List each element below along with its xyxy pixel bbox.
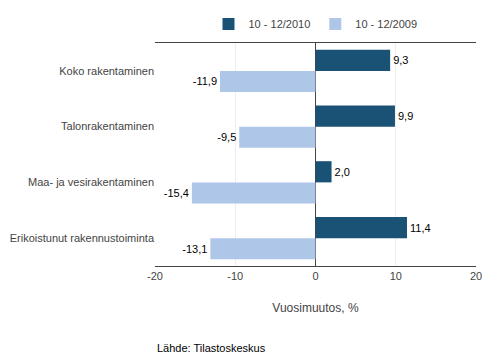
svg-text:9,9: 9,9 [398,110,413,122]
svg-text:Maa- ja vesirakentaminen: Maa- ja vesirakentaminen [28,176,154,188]
svg-text:-9,5: -9,5 [217,131,236,143]
svg-text:11,4: 11,4 [410,222,431,234]
svg-text:-20: -20 [147,270,163,282]
svg-text:-15,4: -15,4 [164,187,189,199]
svg-text:-13,1: -13,1 [182,243,207,255]
svg-text:-11,9: -11,9 [193,75,217,87]
svg-text:Vuosimuutos, %: Vuosimuutos, % [272,301,359,315]
svg-text:Koko rakentaminen: Koko rakentaminen [59,65,154,77]
svg-text:10 - 12/2009: 10 - 12/2009 [355,18,417,30]
svg-text:10: 10 [390,270,402,282]
svg-text:Talonrakentaminen: Talonrakentaminen [61,120,154,132]
svg-text:Erikoistunut rakennustoiminta: Erikoistunut rakennustoiminta [10,232,155,244]
svg-text:Lähde: Tilastoskeskus: Lähde: Tilastoskeskus [157,342,266,354]
svg-text:0: 0 [312,270,318,282]
svg-text:2,0: 2,0 [335,166,350,178]
svg-text:10 - 12/2010: 10 - 12/2010 [249,18,311,30]
svg-text:20: 20 [470,270,482,282]
svg-text:-10: -10 [227,270,243,282]
svg-text:9,3: 9,3 [393,54,408,66]
